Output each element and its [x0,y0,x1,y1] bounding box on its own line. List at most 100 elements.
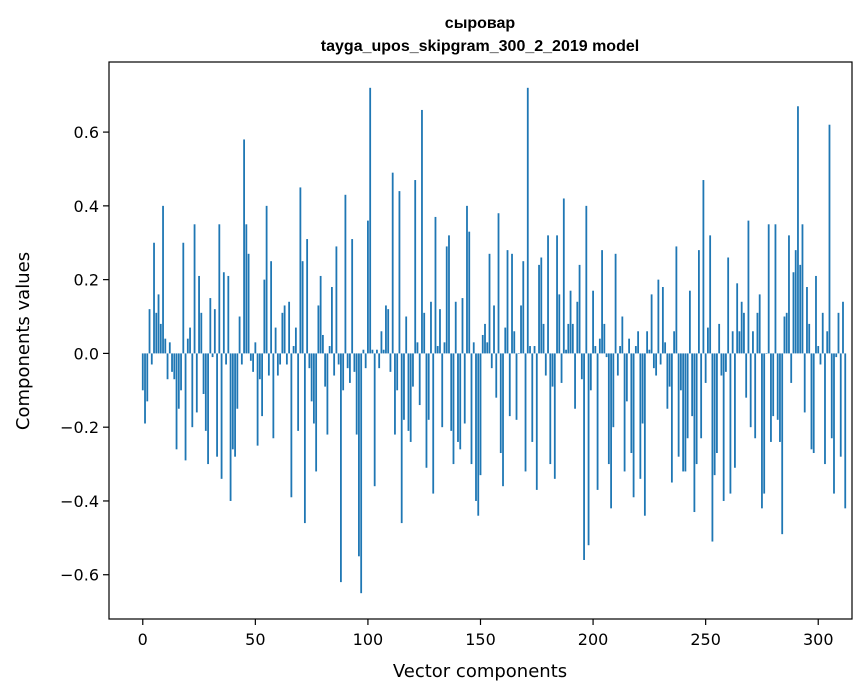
bar [824,353,826,465]
bar [218,224,221,354]
bar [538,264,540,354]
bar [434,216,437,354]
bar [533,346,536,354]
y-tick-label: 0.6 [74,123,99,142]
bar [754,353,757,439]
bar [839,353,842,457]
x-tick-label: 200 [578,630,609,649]
bar [256,353,259,446]
bar [297,353,300,431]
bar [623,353,626,472]
bar [661,287,664,354]
bar [634,346,637,354]
x-tick-label: 0 [138,630,148,649]
bar [522,261,525,354]
bar [243,139,245,354]
bar [657,279,660,354]
bar [288,301,291,354]
bar [238,316,241,354]
bar [844,353,847,509]
bar [551,353,554,387]
bar [358,353,360,557]
bar [285,353,288,365]
bar [445,246,448,354]
bar [526,87,529,354]
bar [184,353,187,461]
bar [691,353,694,417]
bar [222,272,225,354]
plot-frame [108,61,853,620]
bar [560,353,563,383]
bar [833,353,835,494]
bar [826,331,829,354]
bar [574,353,576,409]
bar [630,353,633,454]
bar [673,331,676,354]
bar [376,349,378,354]
bar [270,261,273,354]
bar [391,172,394,354]
bar [333,353,336,376]
bar [479,353,482,476]
bar [360,353,363,594]
bar [220,353,223,479]
y-tick-label: 0.4 [74,197,99,216]
bar [150,353,153,365]
bar [216,353,218,457]
bar [684,353,687,472]
bar [436,346,439,354]
bar [441,353,444,428]
y-tick-label: −0.2 [60,418,99,437]
bar [407,353,410,431]
bar [513,331,516,354]
bar [508,353,511,417]
bar [166,353,169,380]
bar [443,342,446,354]
bar [335,246,338,354]
bar [612,353,615,428]
bar [837,312,840,354]
bar [454,301,457,354]
bar [236,353,239,409]
bar [265,205,268,354]
bar [743,312,745,354]
bar [389,353,392,372]
bar [493,305,495,354]
bar [621,316,624,354]
bar [324,353,327,387]
bar [209,298,212,354]
y-axis-label: Components values [13,252,34,430]
bar [729,353,732,494]
bar [625,353,628,402]
bar [202,353,205,394]
bar [812,353,815,454]
bar [643,353,646,516]
bar [261,353,263,417]
bar [790,353,793,383]
bar [355,353,358,435]
bar [470,353,473,465]
bar [542,323,545,354]
bar [675,246,678,354]
bar [457,353,459,442]
bar [461,298,464,354]
bar [693,353,696,513]
bar [821,312,824,354]
bar [382,349,385,354]
bar [842,301,844,354]
x-tick-label: 100 [353,630,384,649]
bar [598,338,601,354]
bar [234,353,236,457]
bar [828,124,831,354]
bar [547,235,549,354]
bar [558,294,561,354]
bar [171,353,173,372]
bar [704,353,707,383]
bar [459,353,462,450]
bar [700,353,703,439]
bar [308,353,311,369]
bar [565,349,567,354]
bar [247,253,250,354]
bar [830,353,833,439]
bar [371,349,374,354]
